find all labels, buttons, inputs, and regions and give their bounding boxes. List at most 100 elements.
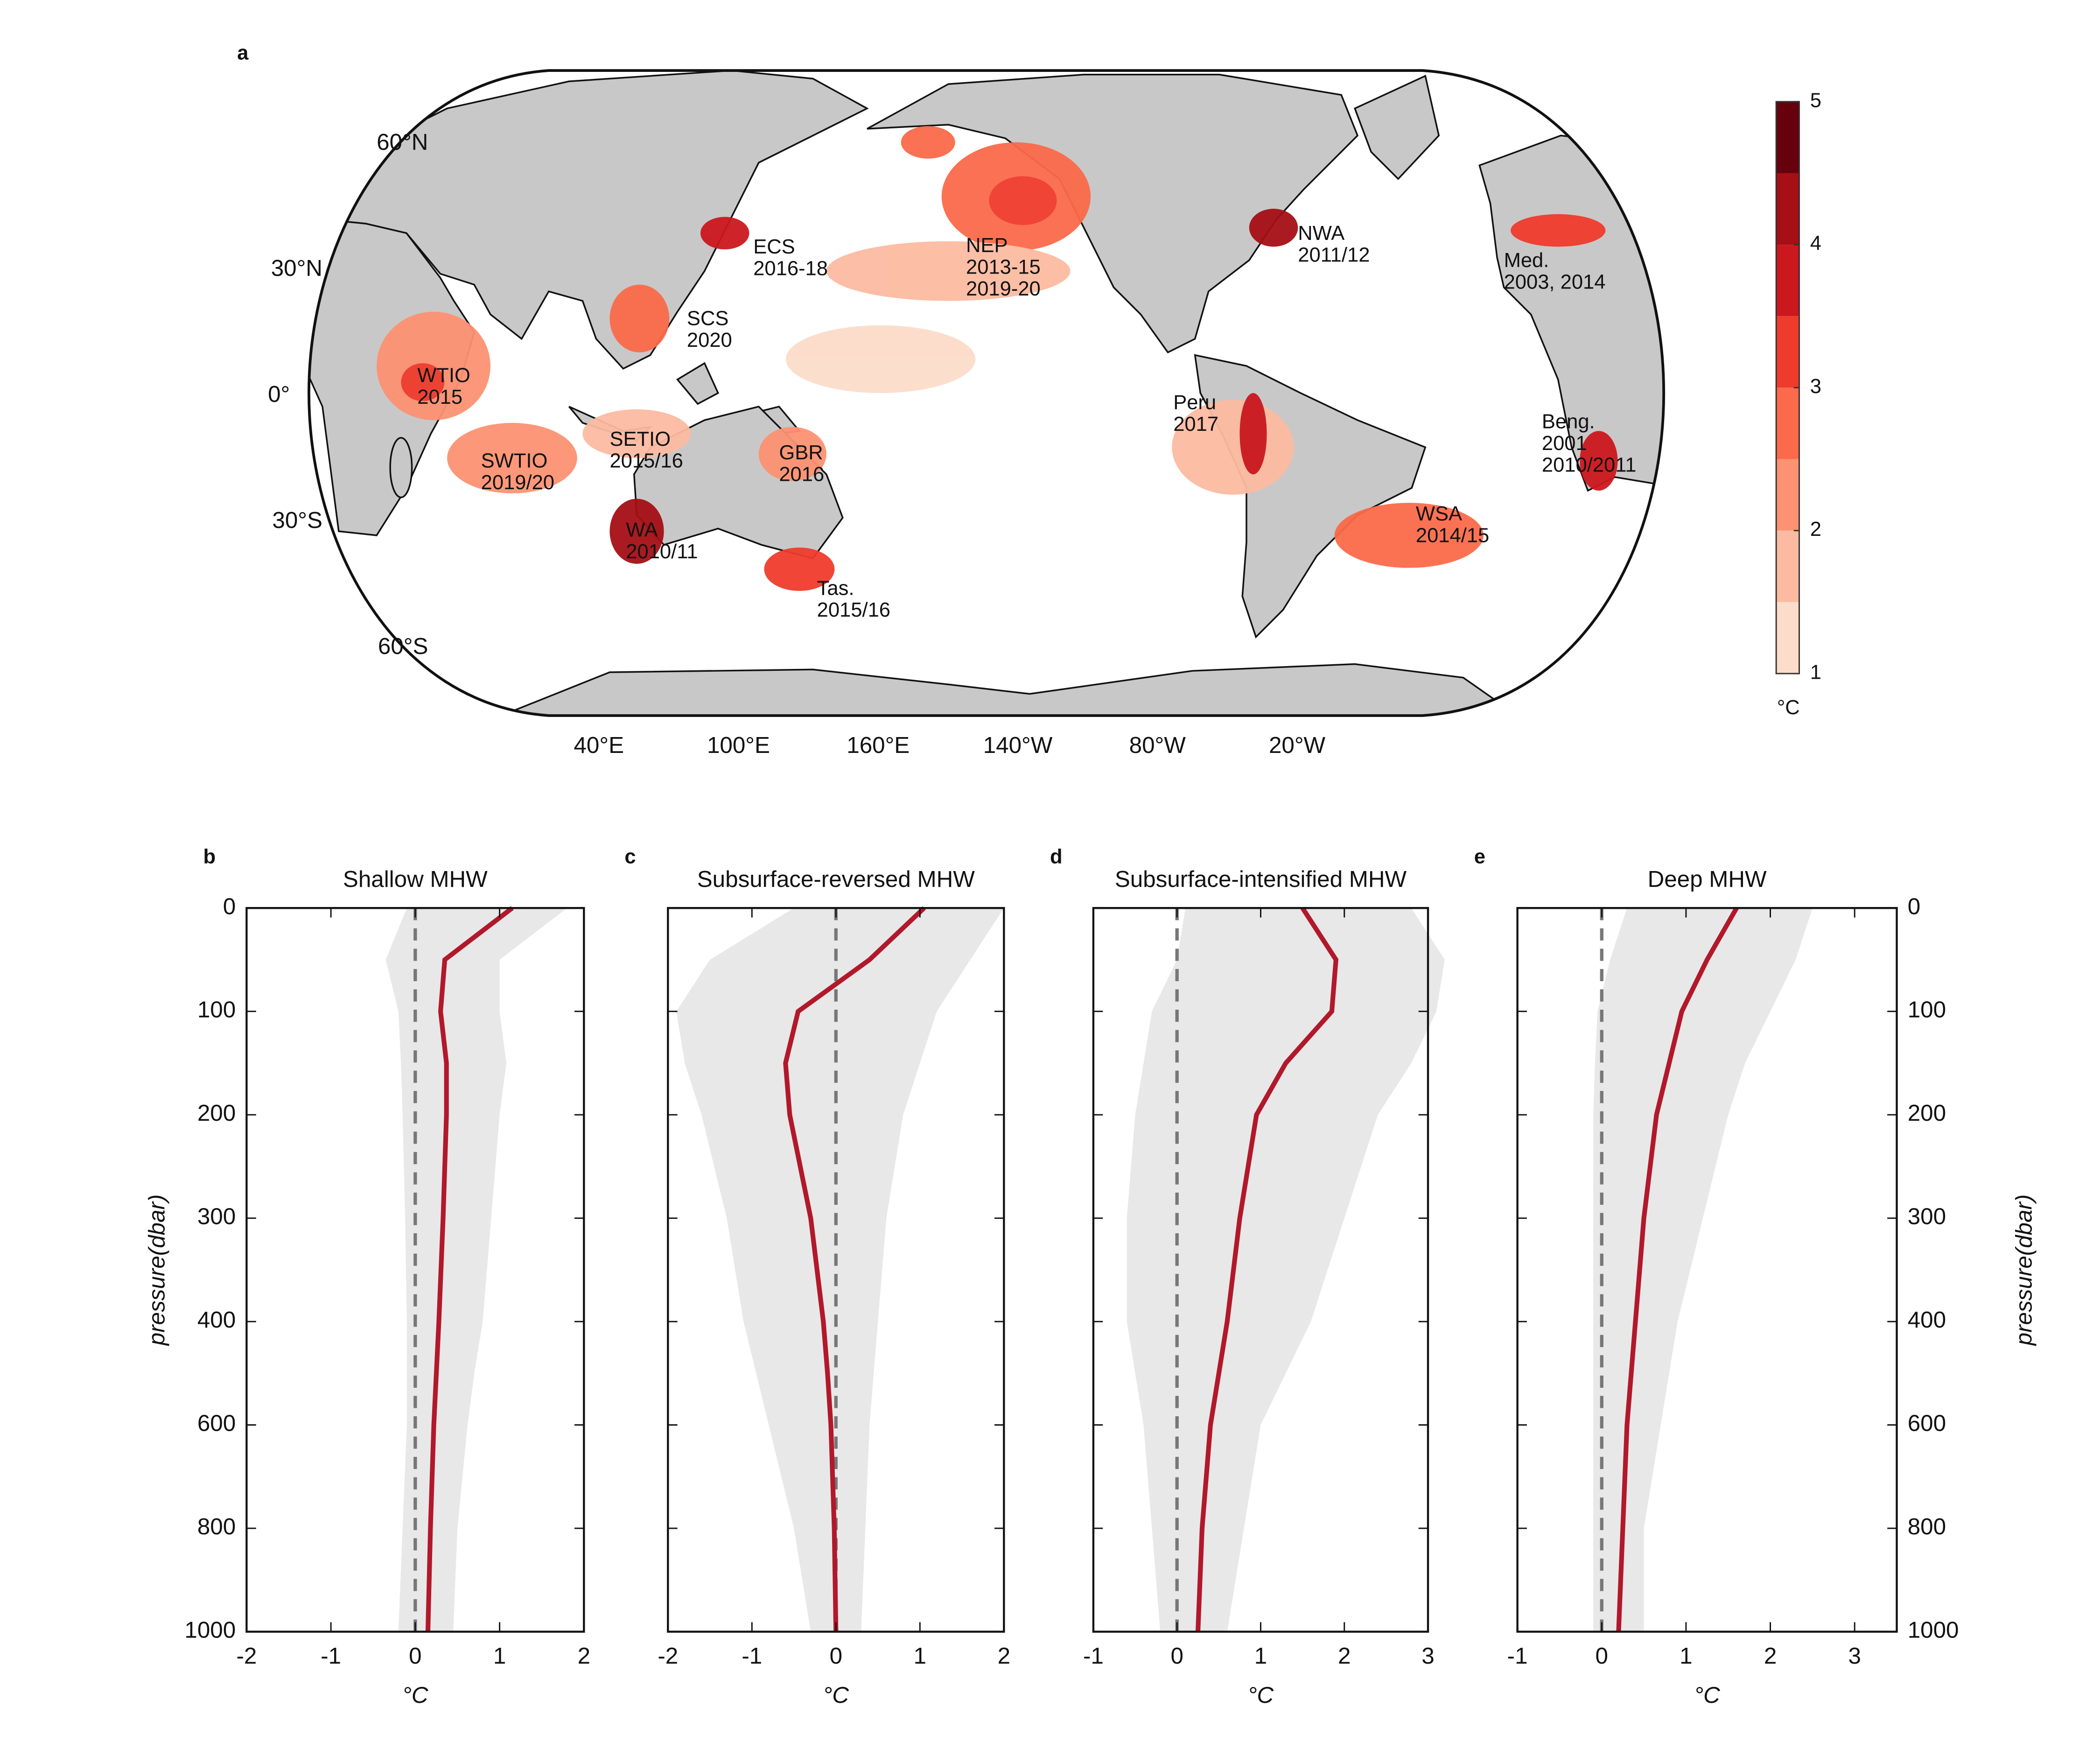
colorbar-step bbox=[1776, 316, 1799, 388]
panel-title: Subsurface-intensified MHW bbox=[1115, 866, 1407, 892]
x-axis-label: °C bbox=[1248, 1682, 1274, 1708]
x-axis-label: °C bbox=[402, 1682, 428, 1708]
spread-band bbox=[676, 908, 1004, 1632]
y-tick-label: 1000 bbox=[1908, 1617, 1959, 1643]
colorbar-step bbox=[1776, 101, 1799, 173]
region-label: Peru bbox=[1173, 392, 1216, 414]
panel-label: c bbox=[624, 845, 636, 868]
y-tick-label: 200 bbox=[197, 1100, 236, 1126]
y-tick-label: 0 bbox=[1908, 893, 1920, 919]
region-label: GBR bbox=[779, 442, 823, 464]
x-tick-label: 2 bbox=[1338, 1643, 1351, 1669]
region-label: WTIO bbox=[417, 365, 470, 387]
region-label: SCS bbox=[687, 308, 729, 330]
x-tick-label: 1 bbox=[493, 1643, 506, 1669]
region-label: 2019-20 bbox=[966, 278, 1041, 300]
colorbar-tick-label: 2 bbox=[1810, 518, 1821, 541]
region-label: NEP bbox=[966, 234, 1008, 257]
y-tick-label: 1000 bbox=[184, 1617, 236, 1643]
x-axis-label: °C bbox=[1694, 1682, 1720, 1708]
y-tick-label: 100 bbox=[197, 997, 236, 1023]
panel: -1 0 1 2 3 Subsurface-intensified MHW d °C bbox=[1050, 845, 1445, 1708]
region-label: 2010/11 bbox=[626, 541, 698, 563]
panel-title: Shallow MHW bbox=[343, 866, 488, 892]
region-label: Med. bbox=[1504, 249, 1549, 272]
panel-label: a bbox=[237, 42, 249, 64]
region-label: 2020 bbox=[687, 329, 732, 351]
colorbar-tick-label: 3 bbox=[1810, 375, 1821, 398]
lon-label: 140°W bbox=[983, 732, 1053, 758]
x-tick-label: 2 bbox=[1764, 1643, 1777, 1669]
lon-label: 80°W bbox=[1129, 732, 1186, 758]
x-tick-label: 0 bbox=[1596, 1643, 1608, 1669]
x-tick-label: -1 bbox=[1507, 1643, 1528, 1669]
region-label: 2001 bbox=[1542, 432, 1587, 455]
panel-label: d bbox=[1050, 845, 1063, 868]
y-tick-label: 300 bbox=[1908, 1204, 1946, 1230]
x-tick-label: 0 bbox=[830, 1643, 842, 1669]
x-tick-label: -1 bbox=[742, 1643, 762, 1669]
region-label: 2013-15 bbox=[966, 256, 1041, 278]
x-tick-label: -1 bbox=[1083, 1643, 1104, 1669]
region-label: 2017 bbox=[1173, 413, 1218, 436]
colorbar-tick-label: 5 bbox=[1810, 89, 1821, 112]
region-label: SETIO bbox=[609, 428, 671, 450]
colorbar-tick-label: 1 bbox=[1810, 661, 1821, 683]
region-label: 2014/15 bbox=[1416, 524, 1489, 547]
lat-label: 30°N bbox=[271, 255, 322, 281]
lat-label: 60°N bbox=[377, 129, 428, 155]
panel: -2 -1 0 1 2 0 100 200 300 400 600 800 1000 Shallow MH… bbox=[144, 845, 590, 1708]
region-label: WA bbox=[626, 519, 658, 541]
y-tick-label: 0 bbox=[223, 893, 236, 919]
region-label: 2016-18 bbox=[753, 257, 828, 280]
y-tick-label: 400 bbox=[1908, 1307, 1946, 1333]
panel-label: e bbox=[1474, 845, 1485, 868]
y-tick-label: 400 bbox=[197, 1307, 236, 1333]
x-tick-label: 0 bbox=[1170, 1643, 1183, 1669]
lon-label: 20°W bbox=[1269, 732, 1326, 758]
y-tick-label: 600 bbox=[197, 1411, 236, 1436]
y-tick-label: 800 bbox=[1908, 1514, 1946, 1539]
x-tick-label: -2 bbox=[236, 1643, 257, 1669]
x-tick-label: 3 bbox=[1421, 1643, 1434, 1669]
x-tick-label: 1 bbox=[1254, 1643, 1267, 1669]
colorbar-step bbox=[1776, 459, 1799, 531]
panel: -2 -1 0 1 2 Subsurface-reversed MHW c °C bbox=[624, 845, 1010, 1708]
map-body bbox=[308, 70, 1664, 716]
lat-label: 0° bbox=[268, 381, 290, 407]
region-label: WSA bbox=[1416, 503, 1462, 525]
x-tick-label: 3 bbox=[1848, 1643, 1861, 1669]
y-axis-label: pressure(dbar) bbox=[2011, 1195, 2037, 1347]
colorbar-label: °C bbox=[1777, 696, 1800, 719]
panel-label: b bbox=[203, 845, 216, 868]
spread-band bbox=[1593, 908, 1813, 1632]
y-tick-label: 100 bbox=[1908, 997, 1946, 1023]
colorbar-step bbox=[1776, 602, 1799, 674]
panel: -1 0 1 2 3 0 100 200 300 400 600 800 1000 Deep MHW e °C… bbox=[1474, 845, 2037, 1708]
region-label: Tas. bbox=[817, 577, 854, 599]
region-label: 2011/12 bbox=[1298, 244, 1370, 266]
mean-profile bbox=[1195, 907, 1339, 1632]
colorbar-tick-label: 4 bbox=[1810, 232, 1821, 255]
colorbar-step bbox=[1776, 173, 1799, 245]
region-label: 2015/16 bbox=[817, 599, 890, 621]
y-tick-label: 600 bbox=[1908, 1411, 1946, 1436]
region-label: 2016 bbox=[779, 464, 824, 486]
region-label: 2015 bbox=[417, 386, 462, 408]
region-label: SWTIO bbox=[481, 450, 548, 472]
y-tick-label: 800 bbox=[197, 1514, 236, 1539]
map-frame bbox=[308, 69, 1666, 717]
mean-profile bbox=[783, 906, 926, 1632]
x-tick-label: -2 bbox=[658, 1643, 678, 1669]
axes-frame bbox=[1516, 907, 1898, 1633]
region-label: 2015/16 bbox=[609, 450, 683, 472]
panel-title: Subsurface-reversed MHW bbox=[697, 866, 975, 892]
x-tick-label: 2 bbox=[578, 1643, 590, 1669]
lon-label: 100°E bbox=[707, 732, 770, 758]
lat-label: 30°S bbox=[272, 507, 322, 533]
region-label: ECS bbox=[753, 236, 795, 258]
lon-label: 40°E bbox=[574, 732, 624, 758]
x-tick-label: 0 bbox=[409, 1643, 421, 1669]
